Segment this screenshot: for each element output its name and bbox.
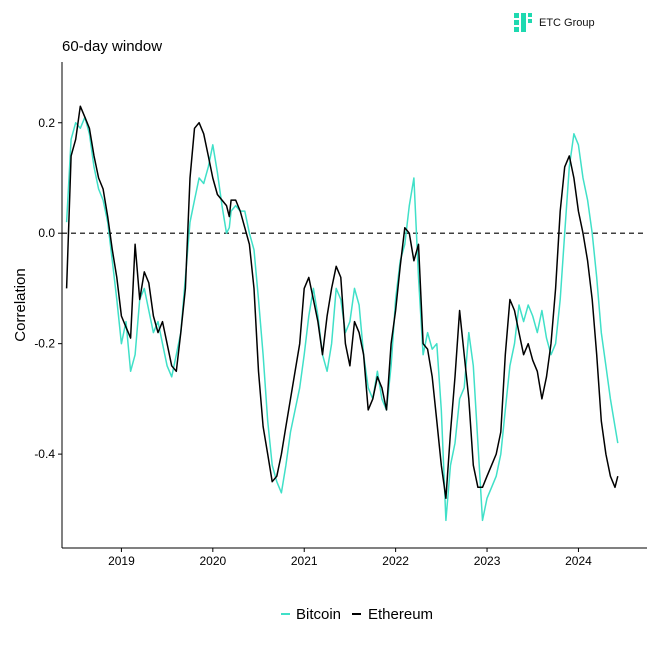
y-axis-title: Correlation [12, 268, 29, 341]
y-tick-label: 0.2 [38, 116, 55, 130]
y-tick-label: -0.4 [34, 447, 55, 461]
y-ticks: 0.2 0.0 -0.2 -0.4 [34, 116, 62, 461]
legend-label-bitcoin: Bitcoin [296, 606, 341, 623]
x-tick-label: 2021 [291, 554, 318, 568]
brand-logo-block [514, 13, 519, 18]
brand-name: ETC Group [539, 17, 595, 29]
x-tick-label: 2024 [565, 554, 592, 568]
brand-logo-block [521, 13, 526, 32]
x-tick-label: 2020 [199, 554, 226, 568]
legend: Bitcoin Ethereum [281, 606, 433, 623]
x-tick-label: 2019 [108, 554, 135, 568]
legend-label-ethereum: Ethereum [368, 606, 433, 623]
brand-logo-block [528, 13, 532, 17]
brand-logo: ETC Group [514, 13, 595, 32]
series-line-bitcoin [65, 116, 619, 522]
x-tick-label: 2023 [474, 554, 501, 568]
brand-logo-block [514, 27, 519, 32]
y-tick-label: 0.0 [38, 226, 55, 240]
brand-logo-block [514, 20, 519, 25]
brand-logo-block [528, 19, 532, 23]
x-tick-label: 2022 [382, 554, 409, 568]
series-line-ethereum [65, 105, 619, 500]
y-tick-label: -0.2 [34, 337, 55, 351]
x-ticks: 2019 2020 2021 2022 2023 2024 [108, 548, 592, 568]
chart-title: 60-day window [62, 38, 162, 55]
